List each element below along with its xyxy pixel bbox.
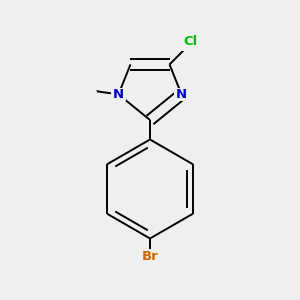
- Text: Cl: Cl: [183, 35, 198, 48]
- Bar: [174, 88, 189, 101]
- Text: N: N: [113, 88, 124, 101]
- Bar: [140, 249, 160, 264]
- Bar: [111, 88, 126, 101]
- Text: Br: Br: [142, 250, 158, 263]
- Text: methyl: methyl: [95, 89, 100, 91]
- Bar: [182, 36, 200, 51]
- Text: N: N: [176, 88, 187, 101]
